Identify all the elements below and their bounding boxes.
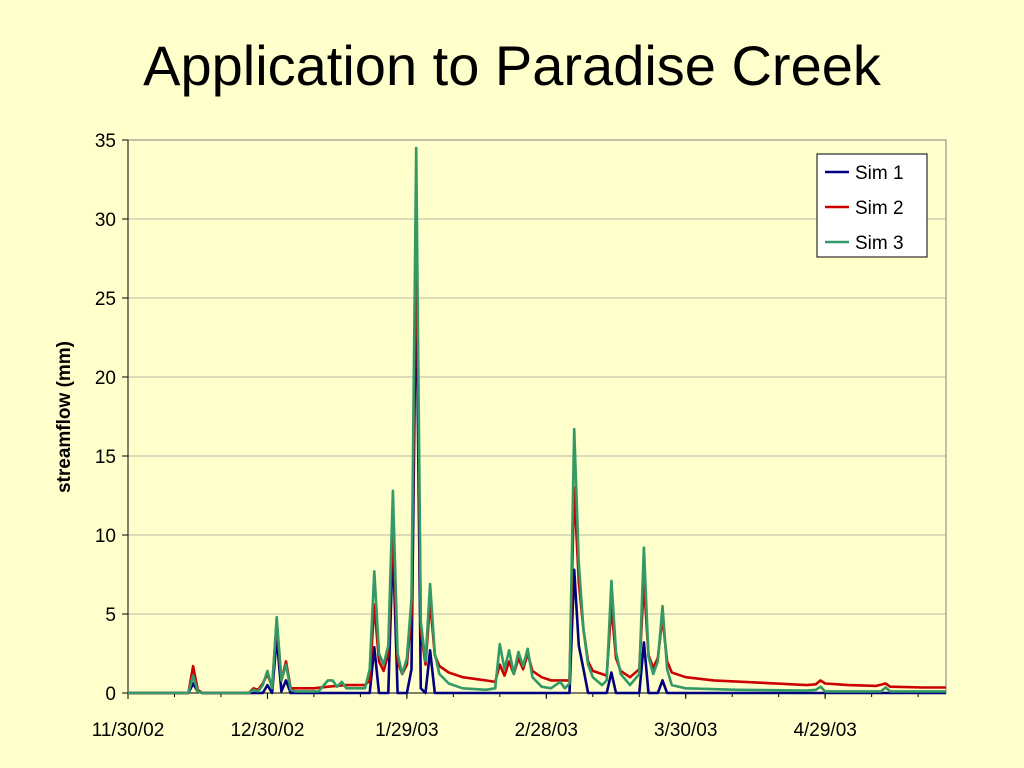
legend-entry: Sim 1 [855, 163, 904, 184]
y-tick-label: 30 [95, 210, 116, 231]
slide-title: Application to Paradise Creek [143, 34, 881, 97]
y-tick-label: 35 [95, 131, 116, 152]
series-line-sim-3 [128, 146, 946, 695]
x-tick-labels: 11/30/02 12/30/02 1/29/03 2/28/03 3/30/03 4/2… [92, 720, 857, 741]
y-tick-label: 15 [95, 447, 116, 468]
y-tick-label: 0 [105, 684, 116, 705]
series-lines [128, 146, 946, 695]
legend-entry: Sim 3 [855, 233, 904, 254]
x-tick-label: 4/29/03 [793, 720, 856, 741]
y-axis-label: streamflow (mm) [54, 341, 75, 493]
legend-entry: Sim 2 [855, 198, 904, 219]
y-tick-label: 25 [95, 289, 116, 310]
y-tick-label: 5 [105, 605, 116, 626]
x-tick-label: 12/30/02 [230, 720, 304, 741]
x-tick-label: 11/30/02 [92, 720, 165, 741]
y-tick-labels: 0 5 10 15 20 25 30 35 [95, 131, 116, 705]
y-tick-label: 20 [95, 368, 116, 389]
y-tick-label: 10 [95, 526, 116, 547]
x-tick-label: 2/28/03 [515, 720, 578, 741]
legend: Sim 1 Sim 2 Sim 3 [816, 153, 928, 258]
series-line-sim-1 [128, 265, 946, 695]
x-tick-label: 3/30/03 [654, 720, 717, 741]
x-tick-label: 1/29/03 [375, 720, 438, 741]
